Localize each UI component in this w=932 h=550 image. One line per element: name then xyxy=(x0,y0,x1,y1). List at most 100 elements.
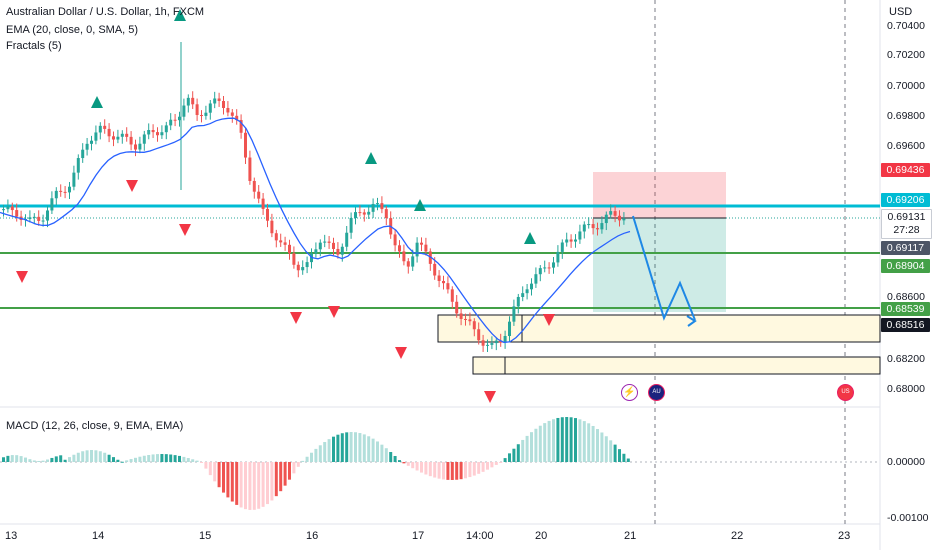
macd-bar xyxy=(499,462,503,463)
candle-body xyxy=(2,209,5,211)
candle-body xyxy=(103,125,107,129)
macd-bar xyxy=(481,462,485,472)
candle-body xyxy=(208,103,212,113)
candle-body xyxy=(81,149,85,159)
macd-bar xyxy=(543,423,547,462)
macd-bar xyxy=(459,462,463,480)
candle-body xyxy=(94,132,98,141)
candle-body xyxy=(72,172,76,187)
macd-bar xyxy=(574,418,577,462)
macd-bar xyxy=(472,462,476,476)
candle-body xyxy=(323,241,327,243)
macd-bar xyxy=(90,450,93,462)
macd-bar xyxy=(552,419,555,462)
projection-path[interactable] xyxy=(632,215,696,321)
lightning-icon[interactable]: ⚡ xyxy=(621,384,638,401)
macd-bar xyxy=(15,455,19,462)
candle-body xyxy=(521,293,525,297)
candle-body xyxy=(332,242,335,249)
fractal-up-marker xyxy=(174,9,186,21)
candle-body xyxy=(604,214,608,224)
fractals-legend[interactable]: Fractals (5) xyxy=(6,40,62,52)
candle-body xyxy=(433,263,437,276)
candle-body xyxy=(477,329,481,341)
candlestick-series xyxy=(2,42,626,352)
macd-bar xyxy=(406,462,410,466)
macd-bar xyxy=(283,462,287,486)
macd-bar xyxy=(512,448,516,462)
macd-bar xyxy=(415,462,419,471)
candle-body xyxy=(112,136,115,140)
candle-body xyxy=(305,262,309,268)
macd-bar xyxy=(393,456,397,462)
price-label: 0.68600 xyxy=(887,291,925,303)
macd-bar xyxy=(345,432,349,462)
candle-body xyxy=(327,241,331,243)
stop-price-tag[interactable]: 0.69436 xyxy=(881,163,930,177)
macd-bar xyxy=(32,460,36,462)
candle-body xyxy=(450,289,454,302)
au-flag-icon[interactable]: AU xyxy=(648,384,665,401)
level-low-price-tag[interactable]: 0.68539 xyxy=(881,302,930,316)
macd-bar xyxy=(547,420,551,462)
ema-legend[interactable]: EMA (20, close, 0, SMA, 5) xyxy=(6,24,139,36)
candle-body xyxy=(138,143,142,150)
time-label: 22 xyxy=(731,530,744,542)
candle-body xyxy=(41,220,45,222)
macd-bar xyxy=(609,440,613,462)
us-flag-icon[interactable]: US xyxy=(837,384,854,401)
stop-loss-zone[interactable] xyxy=(593,172,726,218)
macd-bar xyxy=(622,453,626,462)
ema-price-tag[interactable]: 0.69117 xyxy=(881,241,930,255)
candle-body xyxy=(503,335,507,343)
macd-bar xyxy=(446,462,450,480)
candle-body xyxy=(499,340,503,343)
macd-bar xyxy=(6,455,10,462)
macd-bar xyxy=(578,419,582,462)
demand-zone-box[interactable] xyxy=(437,314,881,343)
candle-body xyxy=(442,280,445,284)
demand-zone-anchor-low xyxy=(472,356,506,375)
macd-bar xyxy=(433,462,437,478)
macd-bar xyxy=(230,462,234,502)
macd-bar xyxy=(125,460,129,462)
current-price-tag[interactable]: 0.69131 27:28 xyxy=(881,209,932,239)
candle-body xyxy=(384,209,388,219)
candle-body xyxy=(402,251,406,262)
price-label: 0.69600 xyxy=(887,140,925,152)
macd-bar xyxy=(310,452,313,462)
box-price-tag[interactable]: 0.68516 xyxy=(881,318,930,332)
candle-body xyxy=(59,190,63,192)
candle-body xyxy=(393,234,397,246)
level-mid-price-tag[interactable]: 0.68904 xyxy=(881,259,930,273)
macd-bar xyxy=(626,458,630,462)
candle-body xyxy=(178,116,181,121)
macd-bar xyxy=(191,459,195,462)
macd-bar xyxy=(411,462,415,469)
candle-body xyxy=(362,212,366,215)
candle-body xyxy=(85,143,89,150)
macd-bar xyxy=(112,457,115,462)
candle-body xyxy=(15,210,19,217)
macd-legend[interactable]: MACD (12, 26, close, 9, EMA, EMA) xyxy=(6,420,184,432)
take-profit-zone[interactable] xyxy=(593,218,726,312)
demand-zone-box-low[interactable] xyxy=(472,356,881,375)
candle-body xyxy=(622,218,626,221)
macd-bar xyxy=(534,428,538,462)
macd-bar xyxy=(367,436,371,462)
candle-body xyxy=(472,321,476,330)
price-label: 0.68000 xyxy=(887,383,925,395)
macd-bar xyxy=(72,454,76,462)
macd-bar xyxy=(134,457,137,462)
time-label: 16 xyxy=(306,530,319,542)
macd-bar xyxy=(46,459,49,462)
resistance-price-tag[interactable]: 0.69206 xyxy=(881,193,930,207)
macd-bar xyxy=(235,462,239,505)
candle-body xyxy=(552,262,555,268)
time-label: 17 xyxy=(412,530,425,542)
candle-body xyxy=(235,115,239,121)
symbol-legend[interactable]: Australian Dollar / U.S. Dollar, 1h, FXC… xyxy=(6,6,205,18)
macd-bar xyxy=(305,456,309,462)
macd-bar xyxy=(37,460,41,462)
